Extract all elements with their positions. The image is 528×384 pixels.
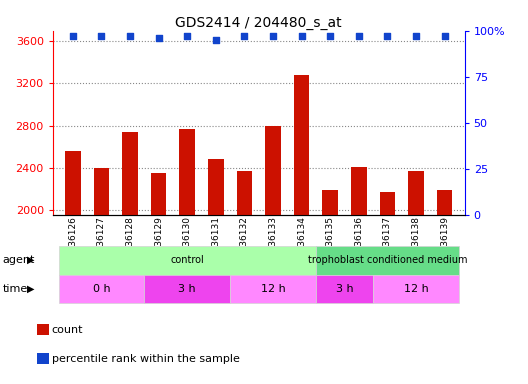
- Point: [183, 33, 192, 39]
- Text: count: count: [52, 325, 83, 335]
- Bar: [351, 167, 366, 215]
- Text: time: time: [3, 284, 28, 294]
- Text: ▶: ▶: [27, 284, 35, 294]
- Point: [69, 33, 77, 39]
- Text: agent: agent: [3, 255, 35, 265]
- Text: 0 h: 0 h: [92, 284, 110, 294]
- Bar: [294, 75, 309, 215]
- Bar: [323, 190, 338, 215]
- Bar: [151, 173, 166, 215]
- Bar: [93, 168, 109, 215]
- Bar: [65, 151, 81, 215]
- Text: 12 h: 12 h: [261, 284, 286, 294]
- Text: 3 h: 3 h: [336, 284, 353, 294]
- Bar: [265, 126, 281, 215]
- Point: [154, 35, 163, 41]
- Bar: [208, 159, 224, 215]
- Point: [326, 33, 334, 39]
- Bar: [380, 192, 395, 215]
- Point: [412, 33, 420, 39]
- Point: [383, 33, 392, 39]
- Text: percentile rank within the sample: percentile rank within the sample: [52, 354, 240, 364]
- Bar: [122, 132, 138, 215]
- Bar: [408, 171, 424, 215]
- Bar: [437, 190, 452, 215]
- Text: 3 h: 3 h: [178, 284, 196, 294]
- Text: trophoblast conditioned medium: trophoblast conditioned medium: [308, 255, 467, 265]
- Point: [97, 33, 106, 39]
- Point: [212, 37, 220, 43]
- Point: [240, 33, 249, 39]
- Bar: [237, 171, 252, 215]
- Title: GDS2414 / 204480_s_at: GDS2414 / 204480_s_at: [175, 16, 342, 30]
- Point: [297, 33, 306, 39]
- Text: control: control: [171, 255, 204, 265]
- Text: 12 h: 12 h: [403, 284, 428, 294]
- Point: [269, 33, 277, 39]
- Bar: [180, 129, 195, 215]
- Point: [355, 33, 363, 39]
- Text: ▶: ▶: [27, 255, 35, 265]
- Point: [126, 33, 134, 39]
- Point: [440, 33, 449, 39]
